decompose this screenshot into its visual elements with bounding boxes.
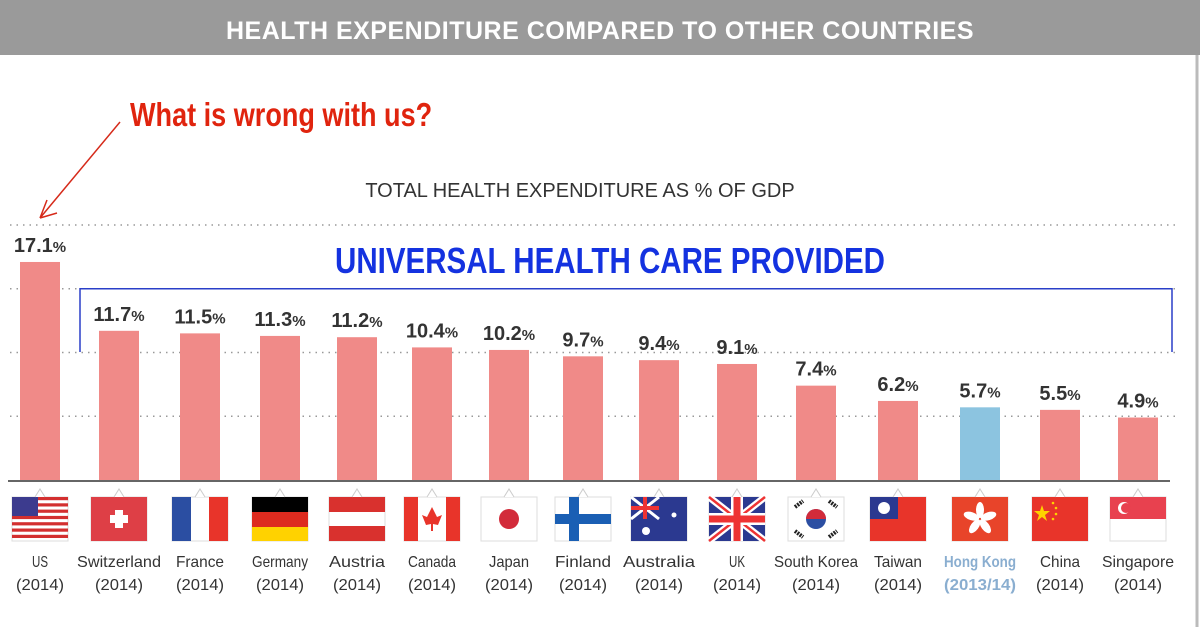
france-flag-icon [171, 488, 229, 542]
china-flag-icon [1031, 488, 1089, 542]
value-label: 10.4% [406, 320, 458, 342]
value-label: 5.5% [1039, 383, 1080, 405]
year-label: (2014) [792, 577, 840, 594]
year-label: (2014) [176, 577, 224, 594]
us-flag-icon [11, 488, 69, 542]
header-banner: HEALTH EXPENDITURE COMPARED TO OTHER COU… [0, 0, 1200, 55]
bar-us [20, 261, 60, 480]
bar-finland [563, 356, 603, 480]
year-label: (2014) [559, 577, 607, 594]
country-label: Australia [623, 554, 695, 571]
country-label: Germany [252, 554, 308, 571]
arrow-icon [39, 121, 121, 219]
value-label: 17.1% [14, 235, 66, 257]
year-label: (2013/14) [944, 577, 1016, 594]
value-label: 5.7% [959, 380, 1000, 402]
year-label: (2014) [1036, 577, 1084, 594]
south-korea-flag-icon [787, 488, 845, 542]
value-label: 9.7% [562, 329, 603, 351]
country-label: UK [729, 554, 745, 571]
bar-switzerland [99, 330, 139, 480]
value-label: 11.3% [254, 309, 305, 331]
bar-uk [717, 363, 757, 480]
bar-france [180, 333, 220, 480]
value-label: 11.7% [93, 304, 144, 326]
value-label: 11.2% [331, 310, 382, 332]
value-label: 6.2% [877, 374, 918, 396]
country-label: Canada [408, 554, 456, 571]
switzerland-flag-icon [90, 488, 148, 542]
year-label: (2014) [256, 577, 304, 594]
universal-care-bracket [79, 288, 1173, 352]
year-label: (2014) [95, 577, 143, 594]
country-label: Switzerland [77, 554, 161, 571]
value-label: 10.2% [483, 323, 535, 345]
uk-flag-icon [706, 488, 768, 544]
year-label: (2014) [1114, 577, 1162, 594]
bar-australia [639, 360, 679, 480]
value-label: 7.4% [795, 359, 836, 381]
country-label: Japan [489, 554, 529, 571]
country-label: Austria [329, 554, 385, 571]
country-label: China [1040, 554, 1080, 571]
bar-taiwan [878, 400, 918, 480]
year-label: (2014) [713, 577, 761, 594]
year-label: (2014) [485, 577, 533, 594]
hong-kong-flag-icon [951, 488, 1009, 542]
finland-flag-icon [554, 488, 612, 542]
australia-flag-icon [630, 488, 688, 542]
bar-south-korea [796, 385, 836, 480]
bracket-label: UNIVERSAL HEALTH CARE PROVIDED [335, 240, 886, 281]
annotation-text: What is wrong with us? [130, 96, 433, 133]
bar-hong-kong [960, 407, 1000, 480]
value-label: 4.9% [1117, 391, 1158, 413]
country-label: South Korea [774, 554, 858, 571]
value-label: 9.4% [638, 333, 679, 355]
year-label: (2014) [635, 577, 683, 594]
country-label: France [176, 554, 224, 571]
year-label: (2014) [874, 577, 922, 594]
country-label: Hong Kong [944, 554, 1016, 571]
country-label: US [32, 554, 48, 571]
country-label: Taiwan [874, 554, 922, 571]
country-label: Singapore [1102, 554, 1174, 571]
bar-japan [489, 349, 529, 480]
value-label: 11.5% [174, 306, 225, 328]
singapore-flag-icon [1109, 488, 1167, 542]
japan-flag-icon [480, 488, 538, 542]
canada-flag-icon [403, 488, 461, 542]
germany-flag-icon [251, 488, 309, 542]
country-label: Finland [555, 554, 611, 571]
austria-flag-icon [328, 488, 386, 542]
bar-singapore [1118, 417, 1158, 480]
bar-austria [337, 337, 377, 480]
year-label: (2014) [16, 577, 64, 594]
year-label: (2014) [408, 577, 456, 594]
bar-germany [260, 335, 300, 480]
value-label: 9.1% [716, 337, 757, 359]
taiwan-flag-icon [869, 488, 927, 542]
bar-canada [412, 347, 452, 480]
bar-china [1040, 409, 1080, 480]
chart-title: TOTAL HEALTH EXPENDITURE AS % OF GDP [365, 180, 795, 202]
year-label: (2014) [333, 577, 381, 594]
